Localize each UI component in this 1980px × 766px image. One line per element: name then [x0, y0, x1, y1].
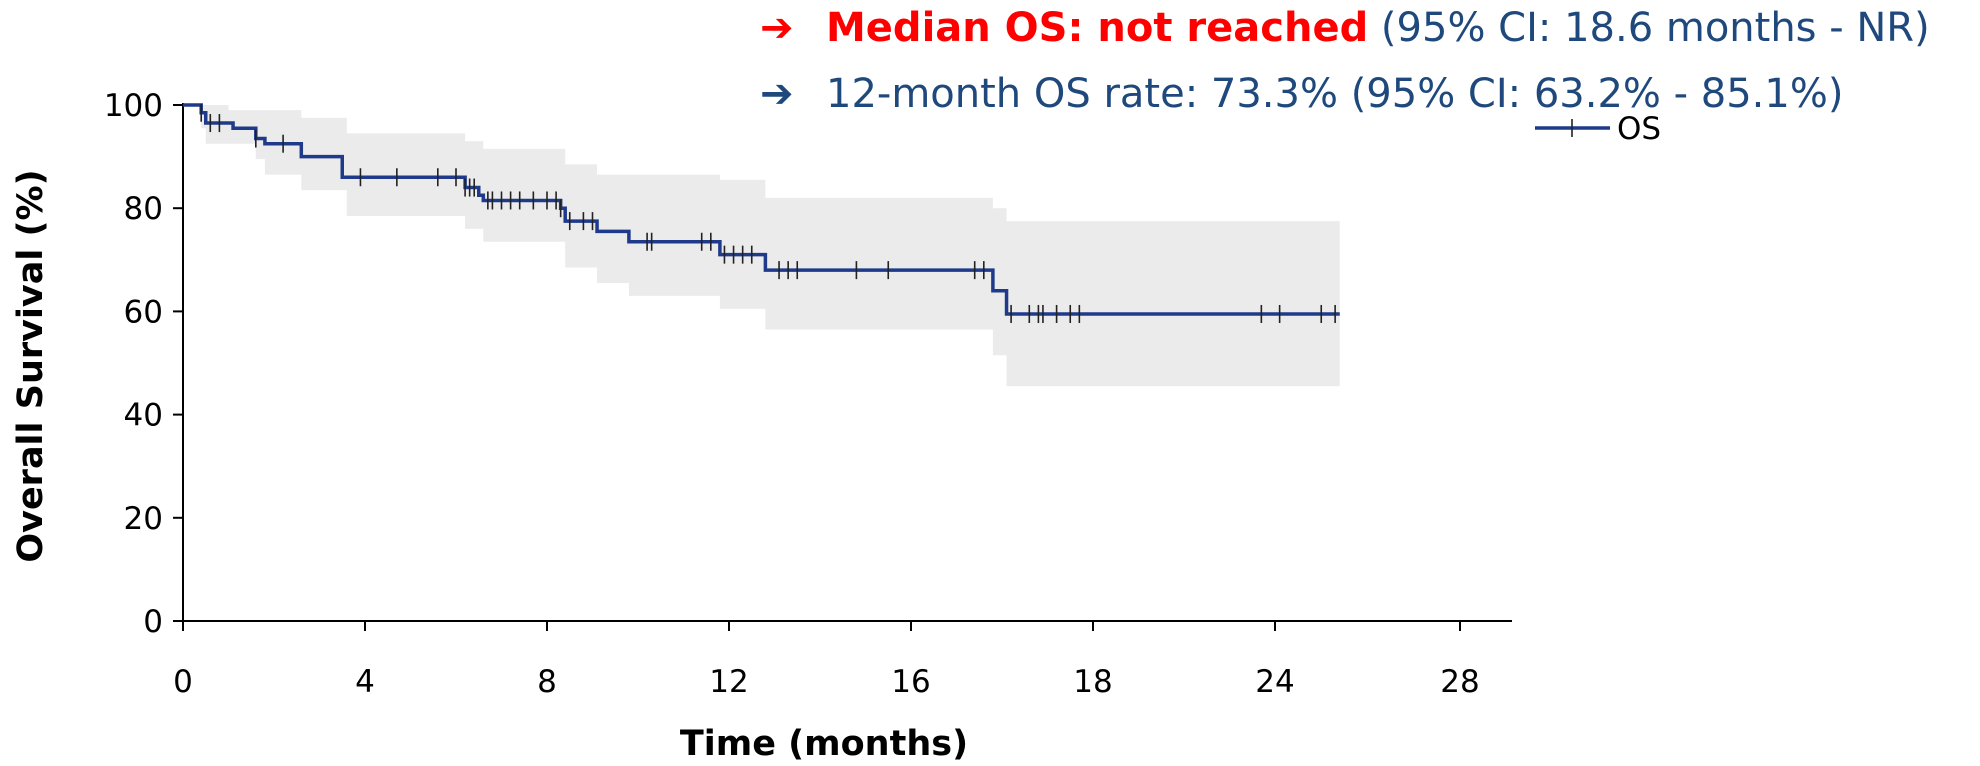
legend: OS	[1535, 111, 1661, 147]
axes-layer: 0 20 40 60 80 100 0 4 8 12 16 18 24 28	[104, 88, 1512, 700]
x-tick-label: 12	[709, 664, 748, 700]
x-axis-title: Time (months)	[680, 724, 968, 764]
y-tick-label: 40	[124, 398, 163, 434]
y-tick-label: 20	[124, 501, 163, 537]
legend-label-os: OS	[1617, 111, 1661, 147]
y-axis-title: Overall Survival (%)	[11, 169, 51, 562]
arrow-right-icon: ➔	[760, 71, 794, 117]
median-os-highlight: Median OS: not reached	[826, 5, 1369, 51]
confidence-band-layer	[183, 105, 1340, 387]
x-tick-label: 8	[537, 664, 557, 700]
y-tick-label: 60	[124, 294, 163, 330]
ci-band	[183, 105, 1340, 387]
survival-curve-os	[183, 103, 1340, 316]
median-os-annotation: ➔ Median OS: not reached (95% CI: 18.6 mo…	[760, 4, 1930, 52]
y-tick-label: 80	[124, 191, 163, 227]
x-tick-label: 0	[173, 664, 193, 700]
x-tick-label: 16	[891, 664, 930, 700]
x-tick-label: 4	[355, 664, 375, 700]
twelve-month-os-text: 12-month OS rate: 73.3% (95% CI: 63.2% -…	[826, 71, 1844, 117]
x-tick-label: 28	[1440, 664, 1479, 700]
series-layer	[183, 103, 1340, 323]
x-tick-label: 18	[1073, 664, 1112, 700]
median-os-ci-text: (95% CI: 18.6 months - NR)	[1368, 5, 1930, 51]
twelve-month-os-annotation: ➔ 12-month OS rate: 73.3% (95% CI: 63.2% …	[760, 70, 1843, 118]
arrow-right-icon: ➔	[760, 5, 794, 51]
y-tick-label: 100	[104, 88, 163, 124]
y-tick-label: 0	[143, 604, 163, 640]
x-tick-label: 24	[1255, 664, 1294, 700]
